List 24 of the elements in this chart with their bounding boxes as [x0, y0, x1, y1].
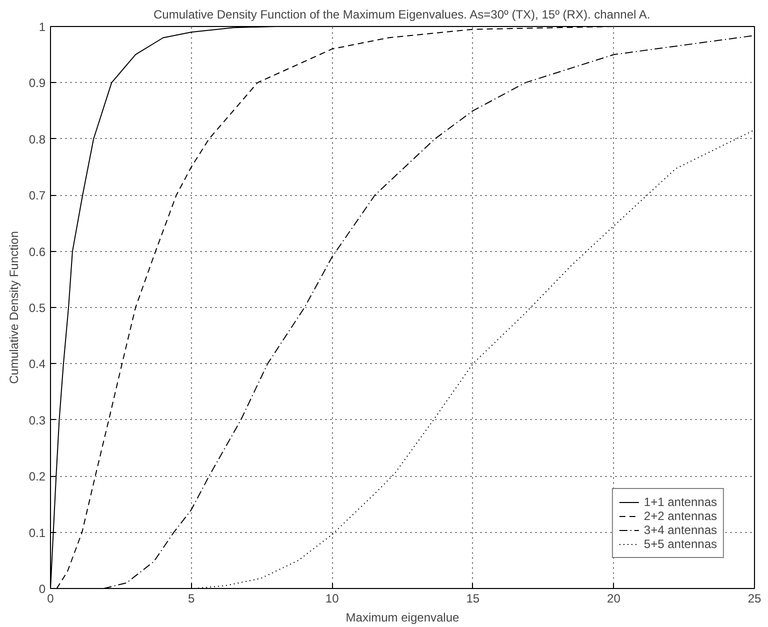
x-tick-label: 15: [466, 592, 480, 606]
x-tick-label: 0: [47, 592, 54, 606]
y-tick-label: 0.1: [28, 526, 46, 540]
y-tick-label: 0.5: [28, 301, 46, 315]
legend-label: 1+1 antennas: [644, 495, 717, 509]
legend-label: 5+5 antennas: [644, 537, 717, 551]
legend-label: 3+4 antennas: [644, 523, 717, 537]
x-tick-label: 10: [325, 592, 340, 606]
y-tick-label: 0.6: [28, 244, 46, 259]
y-tick-label: 0.3: [28, 413, 46, 428]
y-tick-label: 0.2: [28, 470, 46, 484]
x-tick-label: 25: [748, 592, 762, 606]
y-tick-label: 0.7: [28, 188, 46, 203]
legend-label: 2+2 antennas: [644, 509, 717, 523]
y-tick-label: 0.4: [28, 357, 46, 372]
x-axis-title: Maximum eigenvalue: [346, 610, 460, 624]
y-tick-label: 0.9: [28, 76, 46, 90]
x-tick-label: 20: [607, 592, 621, 606]
y-tick-label: 0.8: [28, 132, 46, 146]
y-axis-title: Cumulative Density Function: [6, 231, 21, 384]
x-tick-label: 5: [188, 592, 195, 606]
y-tick-label: 0: [38, 582, 46, 596]
y-tick-label: 1: [38, 20, 46, 34]
chart-title: Cumulative Density Function of the Maximum Eigenvalues. As=30º (TX), 15º (RX). channel A.: [154, 8, 650, 22]
